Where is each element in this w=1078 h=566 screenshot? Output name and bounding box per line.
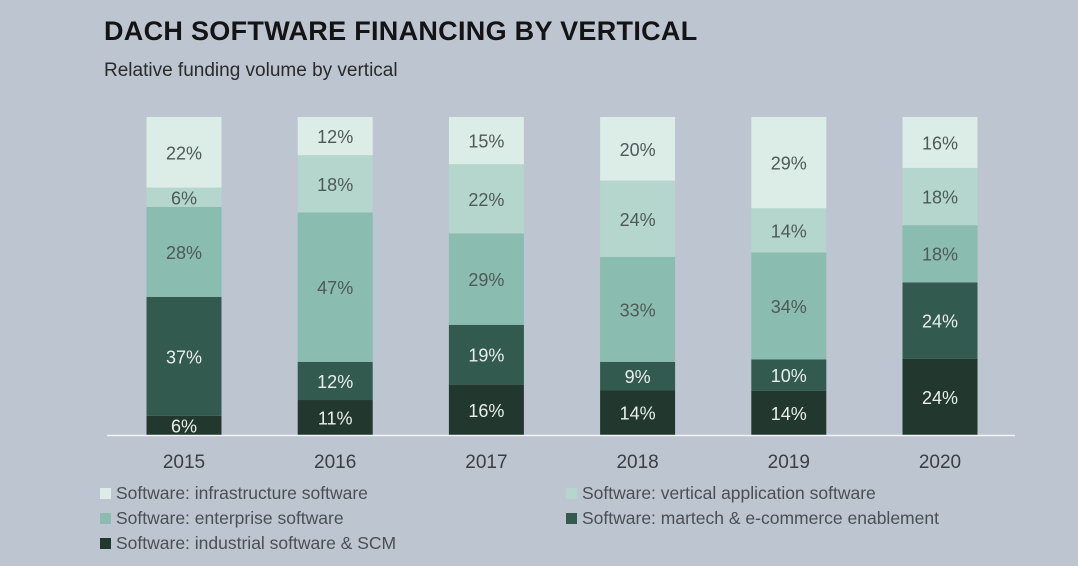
data-label: 33%: [620, 300, 656, 320]
data-label: 24%: [620, 210, 656, 230]
bar-segment: [751, 252, 827, 360]
bar-segment: [902, 282, 978, 359]
data-label: 14%: [620, 404, 656, 424]
data-label: 47%: [317, 278, 353, 298]
legend-label: Software: martech & e-commerce enablemen…: [582, 508, 939, 528]
data-label: 28%: [166, 243, 202, 263]
legend-label: Software: infrastructure software: [116, 483, 368, 503]
bar-segment: [297, 117, 373, 156]
bar-segment: [146, 117, 222, 188]
bar-segment: [297, 361, 373, 401]
legend-swatch: [100, 513, 111, 524]
data-label: 14%: [771, 221, 807, 241]
data-label: 34%: [771, 297, 807, 317]
data-label: 18%: [922, 245, 958, 265]
legend-swatch: [100, 488, 111, 499]
data-label: 24%: [922, 388, 958, 408]
legend-item-martech: Software: martech & e-commerce enablemen…: [566, 508, 939, 529]
legend-swatch: [100, 538, 111, 549]
chart-title: DACH SOFTWARE FINANCING BY VERTICAL: [104, 16, 698, 46]
bar-segment: [902, 358, 978, 435]
data-label: 16%: [922, 133, 958, 153]
data-label: 22%: [166, 143, 202, 163]
bar-segment: [600, 390, 676, 435]
bar-segment: [297, 400, 373, 435]
bar-segment: [448, 164, 524, 234]
bar-segment: [751, 208, 827, 253]
data-label: 10%: [771, 366, 807, 386]
data-label: 24%: [922, 312, 958, 332]
bar-segment: [448, 384, 524, 435]
x-tick-label: 2016: [314, 452, 356, 473]
bar-segment: [600, 117, 676, 181]
legend-item-infrastructure: Software: infrastructure software: [100, 483, 368, 504]
bar-segment: [600, 256, 676, 362]
data-label: 20%: [620, 140, 656, 160]
bar-segment: [902, 167, 978, 226]
bar-segment: [146, 296, 222, 416]
data-label: 14%: [771, 404, 807, 424]
legend-item-vertical-application: Software: vertical application software: [566, 483, 876, 504]
data-label: 18%: [317, 175, 353, 195]
bar-segment: [902, 117, 978, 168]
data-label: 29%: [468, 270, 504, 290]
legend-label: Software: industrial software & SCM: [116, 533, 397, 553]
bar-segment: [146, 206, 222, 297]
data-label: 11%: [318, 409, 353, 429]
bar-segment: [448, 117, 524, 165]
legend-label: Software: vertical application software: [582, 483, 876, 503]
data-label: 18%: [922, 188, 958, 208]
x-tick-label: 2015: [163, 452, 205, 473]
bar-segment: [297, 212, 373, 362]
data-label: 15%: [468, 132, 504, 152]
bar-segment: [600, 180, 676, 257]
data-label: 16%: [468, 401, 504, 421]
bar-segment: [146, 187, 222, 207]
bar-segment: [751, 359, 827, 391]
bar-segment: [297, 155, 373, 213]
legend-swatch: [566, 488, 577, 499]
data-label: 9%: [625, 367, 651, 387]
x-tick-label: 2019: [768, 452, 810, 473]
data-label: 6%: [171, 188, 197, 208]
bar-segment: [146, 415, 222, 435]
data-label: 19%: [468, 346, 504, 366]
chart-subtitle: Relative funding volume by vertical: [104, 60, 398, 81]
data-label: 12%: [317, 372, 353, 392]
bar-segment: [902, 225, 978, 283]
x-tick-label: 2020: [919, 452, 961, 473]
bar-segment: [600, 361, 676, 391]
bar-segment: [448, 324, 524, 385]
legend-swatch: [566, 513, 577, 524]
data-label: 12%: [317, 127, 353, 147]
bar-segment: [751, 117, 827, 209]
data-label: 37%: [166, 347, 202, 367]
bar-segment: [448, 233, 524, 325]
legend-item-industrial: Software: industrial software & SCM: [100, 533, 396, 554]
legend-item-enterprise: Software: enterprise software: [100, 508, 344, 529]
x-tick-label: 2018: [616, 452, 658, 473]
bar-segment: [751, 390, 827, 435]
stacked-bar-chart: 6% 37% 28% 6% 22% 2015 11% 12% 47% 18% 12% 2016 16% 1…: [107, 117, 1015, 473]
data-label: 6%: [171, 416, 197, 436]
data-label: 29%: [771, 154, 807, 174]
legend-label: Software: enterprise software: [116, 508, 344, 528]
data-label: 22%: [468, 190, 504, 210]
x-tick-label: 2017: [465, 452, 507, 473]
